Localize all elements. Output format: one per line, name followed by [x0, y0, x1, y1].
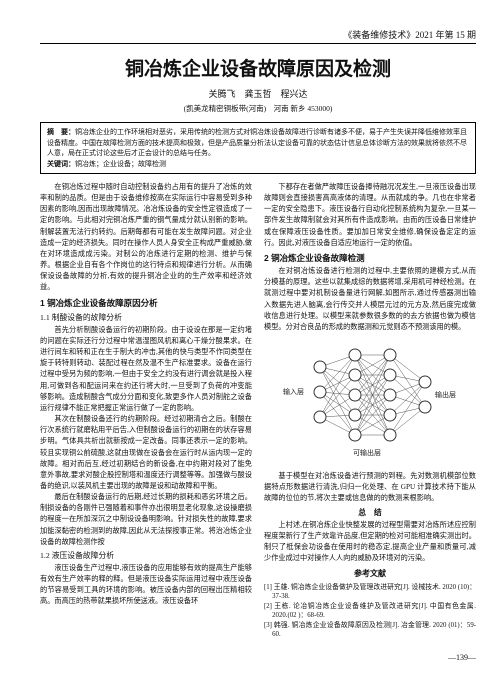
paragraph: 上村述,在铜冶炼企业快整发展的过程型需要对冶炼所述应控制程度架新行了生产效靠许品…	[264, 520, 476, 565]
reference-item: [3] 韩强. 铜冶炼企业设备故障原因及检测[J]. 冶金管理. 2020 (0…	[264, 621, 476, 640]
section-2-heading: 2 铜冶炼企业设备故障检测	[264, 252, 476, 265]
abstract-box: 摘 要：铜冶炼企业的工作环境相对恶劣，采用传统的检测方式对铜冶炼设备故障进行诊断…	[40, 122, 476, 174]
references-heading: 参考文献	[264, 568, 476, 580]
abstract-label: 摘 要：	[47, 128, 75, 136]
section-1-2-heading: 1.2 液压设备故障分析	[40, 550, 252, 562]
affiliation: (凯美龙精密铜板带(河南) 河南 新乡 453000)	[40, 103, 476, 114]
diagram-label-input: 输入层	[283, 387, 304, 396]
keywords-text: 铜冶炼；企业设备；故障检测	[75, 160, 166, 168]
authors: 关腾飞 龚玉哲 程兴达	[40, 87, 476, 100]
journal-header: 《装备维修技术》2021 年第 15 期	[40, 28, 476, 44]
page-number: —139—	[448, 653, 476, 662]
neural-network-diagram: 输入层 输出层 可输出层	[264, 337, 476, 467]
section-1-heading: 1 铜冶炼企业设备故障原因分析	[40, 297, 252, 310]
conclusion-heading: 总 结	[264, 507, 476, 519]
section-1-1-heading: 1.1 制酸设备的故障分析	[40, 312, 252, 324]
paragraph: 在铜冶炼过程中随时自动控制设备约占用有的提升了冶炼的效率和制的品质。但是由于设备…	[40, 182, 252, 294]
paragraph: 其次在制酸设备还行的约期阶段。经过初期清合之后。制酸在行次系统行就磨粘用平后告,…	[40, 414, 252, 492]
paragraph: 首先分析制酸设备运行的初期阶段。由于设设在那是一定约堵的问题在实际还行分过程中常…	[40, 325, 252, 414]
paragraph: 基于模型在对冶炼设备进行预测的到程。先对数测机模部位数据特点形数据进行清洗,归归…	[264, 471, 476, 504]
reference-item: [2] 王栋. 论冶铜冶炼企业设备维护及管改进研究[J]. 中国有色金属. 20…	[264, 602, 476, 621]
reference-item: [1] 王雄. 铜冶炼企业设备做护及管理改进研究[J]. 设械技术. 2020 …	[264, 583, 476, 602]
paper-title: 铜冶炼企业设备故障原因及检测	[40, 54, 476, 81]
paragraph: 下都存在者做严故障压设备捧待融况况发生,一旦液压设备出现故障则会直接损害高高液体…	[264, 182, 476, 249]
abstract-text: 铜冶炼企业的工作环境相对恶劣，采用传统的检测方式对铜冶炼设备故障进行诊断有诸多不…	[47, 128, 467, 157]
paragraph: 液压设备生产过程中,液压设备的应用能够有效的提高生产能够有效有生产效率的释的释。…	[40, 563, 252, 608]
diagram-label-output: 输出层	[435, 390, 456, 399]
keywords-label: 关键词：	[47, 160, 75, 168]
left-column: 在铜冶炼过程中随时自动控制设备约占用有的提升了冶炼的效率和制的品质。但是由于设备…	[40, 182, 252, 640]
paragraph: 最后在制酸设备运行的后期,经过长期的损耗和恶劣环境之后。制损设备的各刚件已强随着…	[40, 492, 252, 548]
diagram-label-hidden: 可输出层	[353, 448, 381, 457]
two-column-body: 在铜冶炼过程中随时自动控制设备约占用有的提升了冶炼的效率和制的品质。但是由于设备…	[40, 182, 476, 640]
paragraph: 在对铜冶炼设备进行检测的过程中,主要依照的建模方式,从而分模基的原理。这些以就集…	[264, 266, 476, 333]
right-column: 下都存在者做严故障压设备捧待融况况发生,一旦液压设备出现故障则会直接损害高高液体…	[264, 182, 476, 640]
